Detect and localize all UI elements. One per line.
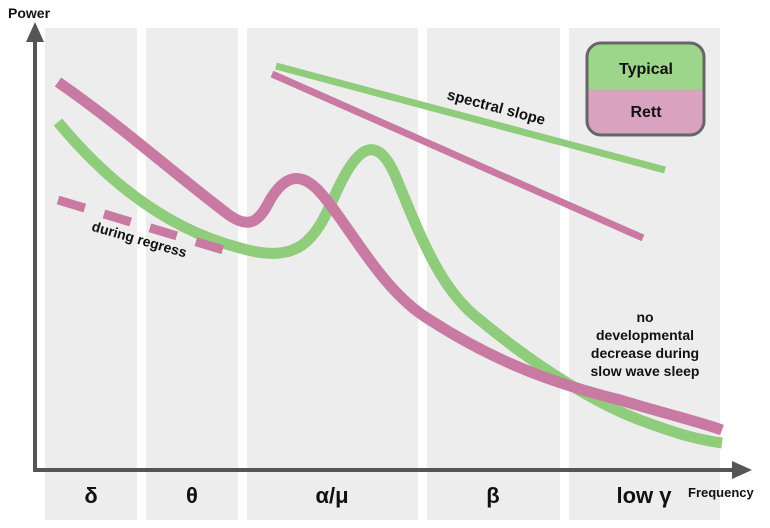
note-line: decrease during (591, 345, 699, 361)
band-label: θ (186, 483, 198, 508)
x-axis-label: Frequency (688, 485, 755, 500)
regress-dashed (56, 195, 242, 260)
typical-curve (53, 118, 723, 449)
note-line: slow wave sleep (591, 363, 700, 379)
band-label: δ (84, 483, 97, 508)
rett-curve (54, 77, 724, 436)
y-arrow (26, 22, 44, 42)
band-theta (146, 28, 238, 520)
band-label: α/μ (315, 483, 348, 508)
legend: Typical Rett (585, 41, 706, 137)
band-label: low γ (616, 483, 672, 508)
x-arrow (732, 461, 752, 479)
rett-slope (270, 70, 645, 242)
band-label: β (486, 483, 499, 508)
frequency-bands (45, 28, 720, 520)
legend-label: Typical (619, 61, 673, 78)
note-line: developmental (596, 327, 694, 343)
typical-slope (275, 62, 666, 174)
note-line: no (636, 309, 653, 325)
legend-rett-swatch (587, 89, 704, 135)
sleep-annotation: no developmental decrease during slow wa… (591, 309, 700, 379)
band-alpha (247, 28, 418, 520)
y-axis-label: Power (8, 5, 51, 21)
legend-typical-swatch (587, 43, 704, 89)
legend-label: Rett (630, 104, 662, 121)
legend-border (585, 41, 706, 137)
